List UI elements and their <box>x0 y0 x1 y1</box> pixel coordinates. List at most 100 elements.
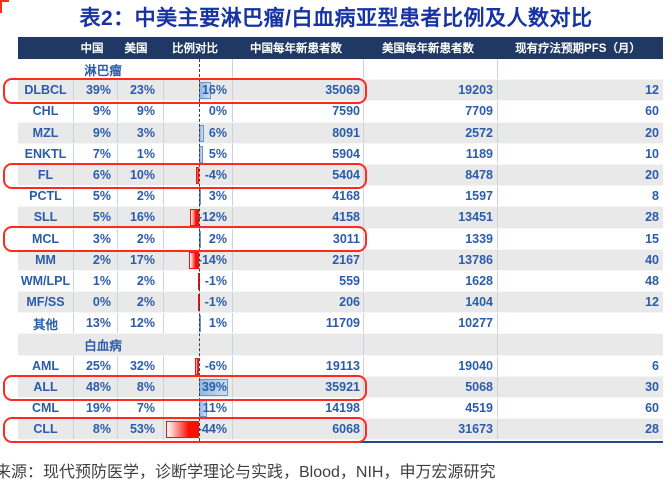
empty-cell <box>363 59 497 80</box>
pfs-cell: 30 <box>497 376 663 397</box>
us-pct-cell: 9% <box>117 101 163 122</box>
china-pct-cell: 39% <box>73 80 117 101</box>
row-label-cell: ALL <box>33 379 58 394</box>
china-new-patients-cell: 2167 <box>232 249 363 270</box>
table-row: CLL 8% 53% -44% 6068 31673 28 <box>18 419 663 441</box>
diff-bar <box>196 166 199 184</box>
china-pct-cell: 9% <box>73 101 117 122</box>
ratio-diff-cell: 16% <box>163 80 232 101</box>
empty-cell <box>363 334 497 355</box>
us-new-patients-cell: 1597 <box>363 186 497 207</box>
diff-bar <box>199 145 203 163</box>
row-label-cell: CLL <box>33 422 58 437</box>
table-row: ALL 48% 8% 39% 35921 5068 30 <box>18 376 663 398</box>
ratio-diff-value: 5% <box>208 146 227 161</box>
clipped-red-mark <box>0 0 9 13</box>
us-pct-cell: 2% <box>117 228 163 249</box>
us-pct-cell: 32% <box>117 355 163 376</box>
ratio-diff-value: 1% <box>208 316 227 331</box>
us-pct-cell: 3% <box>117 122 163 143</box>
row-label-cell: MM <box>35 252 56 267</box>
diff-bar <box>199 82 211 100</box>
col-header-us: 美国 <box>124 43 148 55</box>
table-row: WM/LPL 1% 2% -1% 559 1628 48 <box>18 270 663 293</box>
row-label-cell: MZL <box>32 125 59 140</box>
china-new-patients-cell: 559 <box>232 270 363 292</box>
row-label-cell: MCL <box>31 231 60 246</box>
table-row: FL 6% 10% -4% 5404 8478 20 <box>18 164 663 187</box>
row-label-cell: MF/SS <box>26 295 65 310</box>
diff-bar <box>199 378 229 396</box>
ratio-diff-cell: 39% <box>163 376 232 397</box>
row-label-cell: 其他 <box>32 317 58 332</box>
table-row: PCTL 5% 2% 3% 4168 1597 8 <box>18 186 663 208</box>
us-new-patients-cell: 1189 <box>363 143 497 164</box>
ratio-diff-cell: 5% <box>163 143 232 164</box>
table-title: 表2：中美主要淋巴瘤/白血病亚型患者比例及人数对比 <box>79 7 593 30</box>
ratio-diff-cell: -12% <box>163 207 232 228</box>
empty-cell <box>232 59 363 80</box>
ratio-diff-cell: 0% <box>163 101 232 122</box>
ratio-diff-value: -4% <box>204 168 227 183</box>
china-new-patients-cell: 19113 <box>232 355 363 376</box>
us-new-patients-cell: 13786 <box>363 249 497 270</box>
us-pct-cell: 8% <box>117 376 163 397</box>
pfs-cell: 8 <box>497 186 663 207</box>
row-label-cell: SLL <box>33 210 58 225</box>
china-new-patients-cell: 206 <box>232 292 363 313</box>
pfs-cell: 60 <box>497 398 663 419</box>
ratio-diff-value: -1% <box>204 273 227 288</box>
china-pct-cell: 8% <box>73 419 117 440</box>
empty-cell <box>497 59 663 80</box>
china-new-patients-cell: 11709 <box>232 313 363 334</box>
china-pct-cell: 48% <box>73 376 117 397</box>
ratio-diff-cell: -6% <box>163 355 232 376</box>
us-new-patients-cell: 1339 <box>363 228 497 249</box>
us-pct-cell: 23% <box>117 80 163 101</box>
china-new-patients-cell: 35069 <box>232 80 363 101</box>
diff-bar <box>199 188 202 206</box>
col-header-ratio-diff: 比例对比 <box>172 43 218 55</box>
table-row: DLBCL 39% 23% 16% 35069 19203 12 <box>18 80 663 102</box>
pfs-cell: 12 <box>497 80 663 101</box>
diff-bar <box>199 124 204 142</box>
ratio-diff-cell: 11% <box>163 398 232 419</box>
pfs-cell: 28 <box>497 419 663 440</box>
diff-bar <box>199 400 208 417</box>
us-pct-cell: 10% <box>117 164 163 186</box>
section-row: 白血病 <box>18 334 663 356</box>
table-row: CHL 9% 9% 0% 7590 7709 60 <box>18 101 663 123</box>
col-header-china: 中国 <box>80 43 104 55</box>
diff-bar <box>199 315 201 333</box>
us-pct-cell: 2% <box>117 186 163 207</box>
china-pct-cell: 13% <box>73 313 117 334</box>
row-label-cell: CML <box>31 401 60 416</box>
row-label-cell: FL <box>37 168 54 183</box>
china-pct-cell: 25% <box>73 355 117 376</box>
pfs-cell: 40 <box>497 249 663 270</box>
ratio-diff-value: 0% <box>208 104 227 119</box>
table-row: AML 25% 32% -6% 19113 19040 6 <box>18 355 663 377</box>
pfs-cell: 15 <box>497 228 663 249</box>
row-label-cell: CHL <box>32 104 59 119</box>
table-bottom-border <box>18 440 663 444</box>
pfs-cell: 10 <box>497 143 663 164</box>
pfs-cell: 20 <box>497 122 663 143</box>
us-new-patients-cell: 1404 <box>363 292 497 313</box>
us-new-patients-cell: 31673 <box>363 419 497 440</box>
source-text: 来源：现代预防医学，诊断学理论与实践，Blood，NIH，申万宏源研究 <box>0 464 496 481</box>
china-pct-cell: 0% <box>73 292 117 313</box>
pfs-cell: 12 <box>497 292 663 313</box>
china-new-patients-cell: 4168 <box>232 186 363 207</box>
diff-bar <box>199 230 201 248</box>
ratio-diff-cell: -4% <box>163 164 232 186</box>
china-pct-cell: 7% <box>73 143 117 164</box>
row-label-cell: DLBCL <box>24 83 67 98</box>
ratio-diff-value: -12% <box>197 210 227 225</box>
us-new-patients-cell: 7709 <box>363 101 497 122</box>
ratio-diff-cell: -44% <box>163 419 232 440</box>
ratio-diff-value: 6% <box>208 125 227 140</box>
us-new-patients-cell: 1628 <box>363 270 497 292</box>
ratio-diff-value: 11% <box>202 401 227 416</box>
ratio-diff-value: -6% <box>204 358 227 373</box>
